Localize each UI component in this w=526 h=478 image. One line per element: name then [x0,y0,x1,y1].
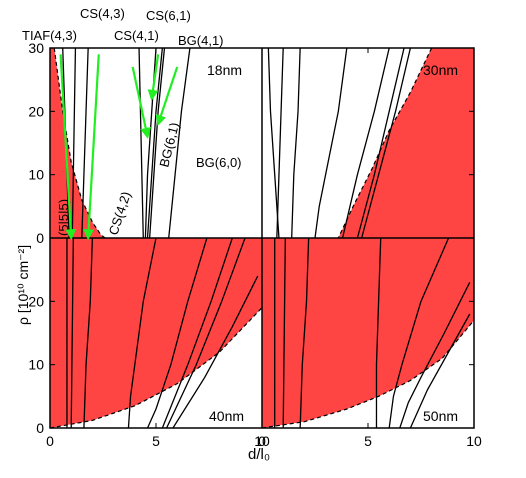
y-tick-label: 20 [28,103,44,119]
series-line-bottom-right-5 [388,238,450,428]
label-cs-6-1: CS(6,1) [146,8,191,23]
panel-top-right-shading [338,48,474,238]
shaded-region-top-left [50,48,106,238]
y-tick-label: 0 [36,420,44,436]
x-axis-label: d/l₀ [248,446,270,463]
label-cs-4-1: CS(4,1) [114,28,159,43]
y-tick-label: 10 [28,357,44,373]
shaded-region-bottom-right [262,238,474,428]
y-tick-label: 30 [28,40,44,56]
y-tick-label: 20 [28,293,44,309]
panel-label-top-right: 30nm [423,62,458,78]
label-tiaf-4-3: TIAF(4,3) [22,28,77,43]
x-tick-label: 10 [466,433,482,449]
series-line-bottom-right-7 [409,313,471,428]
label-cs-4-2: CS(4,2) [106,190,134,237]
label-cs-4-3: CS(4,3) [80,6,125,21]
series-line-bottom-left-7 [166,238,246,428]
boundary-line-bottom-left [50,307,262,428]
series-line-bottom-right-2 [282,238,286,428]
panel-label-top-left: 18nm [207,62,242,78]
series-line-top-right-1 [267,48,280,238]
series-line-top-left-3 [81,48,89,238]
series-line-top-right-6 [356,48,405,238]
series-line-top-left-2 [71,48,77,238]
series-line-bottom-right-6 [399,282,471,428]
panel-bottom-right [262,238,474,428]
series-line-top-right-3 [291,48,301,238]
x-tick-label: 5 [364,433,372,449]
series-line-top-right-7 [361,48,412,238]
shaded-region-bottom-left [50,238,262,428]
panel-bottom-left-shading [50,238,262,428]
label-5-5-5: (5|5|5) [56,199,71,236]
label-bg-4-1: BG(4,1) [178,33,224,48]
series-line-bottom-left-3 [83,238,94,428]
x-tick-label: 10 [254,433,270,449]
series-line-top-right-2 [276,48,284,238]
annotation-arrows [59,54,179,241]
annotation-arrow-2 [83,54,100,241]
boundary-line-top-left [53,48,106,238]
y-axis-label: ρ [10¹⁰ cm⁻²] [15,245,31,325]
series-line-top-left-4 [138,48,144,238]
series-line-bottom-left-4 [127,238,157,428]
series-line-bottom-left-2 [70,238,74,428]
panel-top-right [267,48,474,238]
panel-bottom-right-curves [262,238,474,428]
panel-label-bottom-left: 40nm [209,408,244,424]
series-line-top-left-7 [148,48,166,238]
panel-bottom-right-shading [262,238,474,428]
series-line-bottom-left-8 [172,275,259,428]
series-line-bottom-right-4 [375,238,382,428]
panel-label-bottom-right: 50nm [423,408,458,424]
shaded-region-top-right [338,48,474,238]
series-line-top-left-8 [168,48,191,238]
y-tick-label: 0 [36,230,44,246]
series-line-top-right-5 [341,48,390,238]
series-line-bottom-left-5 [146,238,208,428]
panel-top-left-shading [50,48,106,238]
panel-bottom-left [50,238,262,428]
label-bg-6-0: BG(6,0) [196,155,242,170]
boundary-line-bottom-right [262,319,474,428]
y-tick-label: 10 [28,167,44,183]
x-tick-label: 0 [258,433,266,449]
annotation-arrow-5 [155,66,179,127]
series-line-top-right-4 [314,48,348,238]
x-tick-label: 0 [46,433,54,449]
panel-top-right-curves [267,48,433,238]
panel-bottom-left-curves [50,238,262,428]
annotation-arrow-4 [147,54,160,101]
annotation-arrow-3 [131,66,152,139]
x-tick-label: 5 [152,433,160,449]
annotation-arrow-1 [59,54,77,241]
series-line-bottom-right-3 [299,238,310,428]
series-line-bottom-left-6 [161,238,233,428]
series-line-top-left-6 [146,48,164,238]
